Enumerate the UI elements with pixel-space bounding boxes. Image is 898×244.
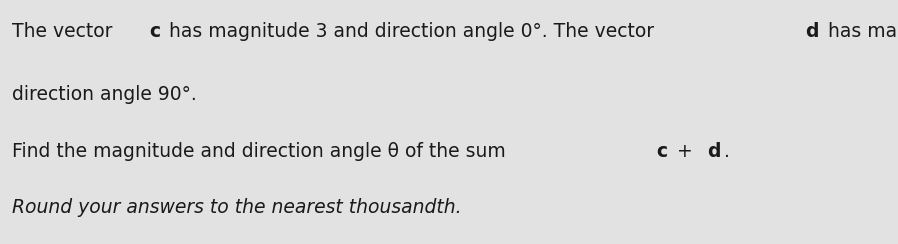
Text: .: .: [724, 142, 730, 161]
Text: has magnitude 3 and direction angle 0°. The vector: has magnitude 3 and direction angle 0°. …: [163, 22, 661, 41]
Text: d: d: [707, 142, 720, 161]
Text: Round your answers to the nearest thousandth.: Round your answers to the nearest thousa…: [12, 198, 462, 217]
Text: direction angle 90°.: direction angle 90°.: [12, 85, 197, 104]
Text: The vector: The vector: [12, 22, 119, 41]
Text: Find the magnitude and direction angle θ of the sum: Find the magnitude and direction angle θ…: [12, 142, 512, 161]
Text: c: c: [149, 22, 160, 41]
Text: +: +: [671, 142, 699, 161]
Text: has magnitude 5 and: has magnitude 5 and: [823, 22, 898, 41]
Text: c: c: [656, 142, 667, 161]
Text: d: d: [805, 22, 818, 41]
